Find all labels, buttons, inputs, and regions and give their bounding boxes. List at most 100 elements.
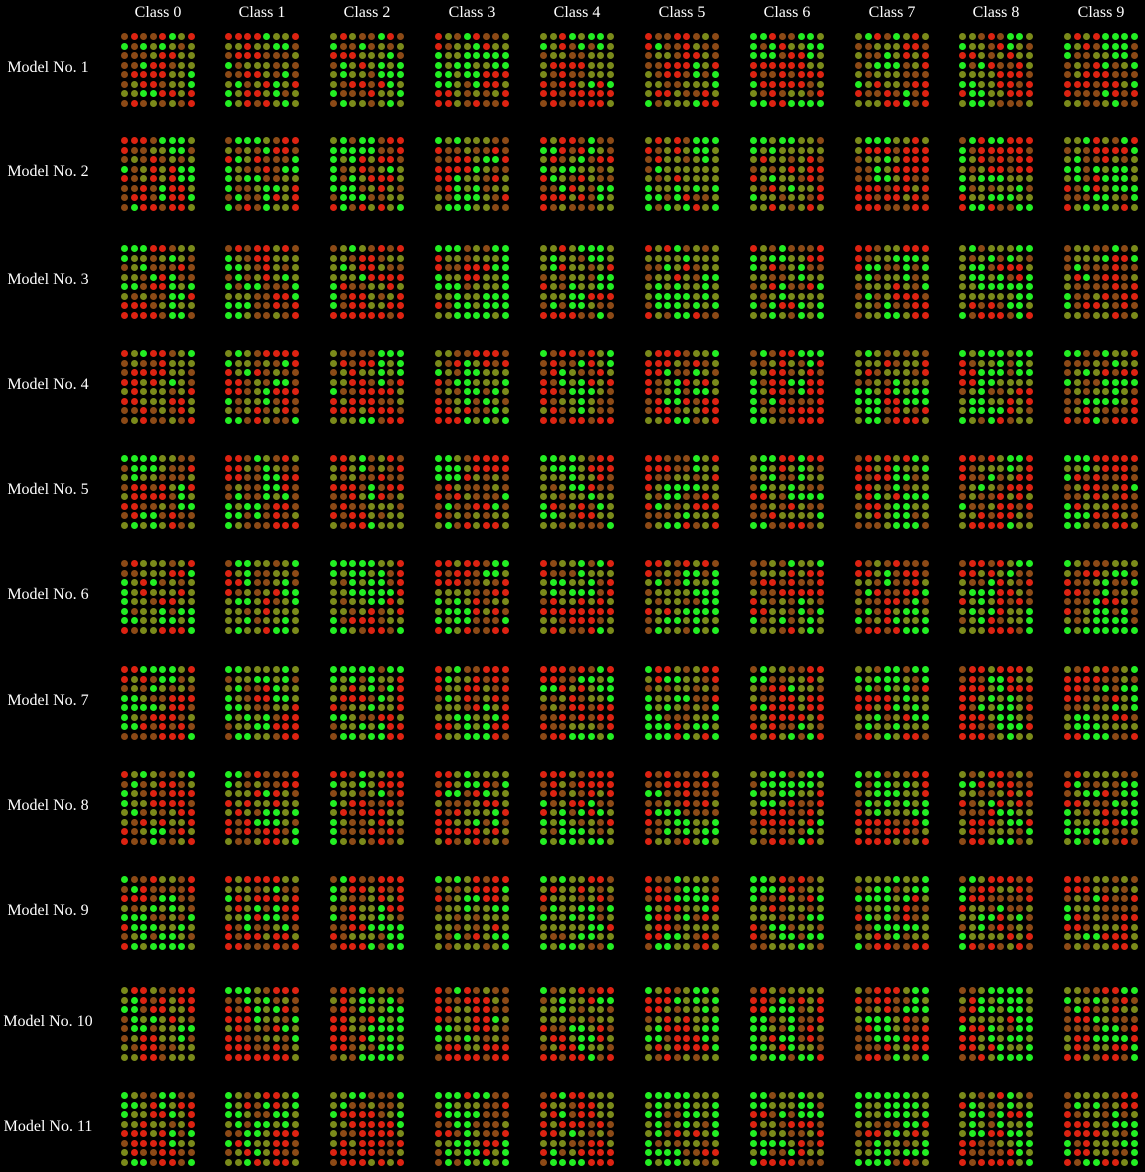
cell-dot (750, 397, 758, 405)
cell-dot (568, 704, 576, 712)
cell-dot (1121, 194, 1129, 202)
cell-dot (578, 828, 586, 836)
cell-dot (959, 598, 967, 606)
cell-dot (330, 607, 338, 615)
cell-dot (759, 809, 767, 817)
cell-dot (234, 809, 242, 817)
cell-dot (282, 254, 290, 262)
cell-dot (606, 837, 614, 845)
cell-dot (330, 818, 338, 826)
cell-dot (473, 799, 481, 807)
cell-dot (1016, 61, 1024, 69)
cell-dot (263, 388, 271, 396)
cell-dot (587, 607, 595, 615)
panel-model-2-class-6 (749, 136, 825, 212)
cell-dot (968, 685, 976, 693)
cell-dot (606, 42, 614, 50)
cell-dot (855, 598, 863, 606)
cell-dot (797, 771, 805, 779)
cell-dot (645, 175, 653, 183)
cell-dot (473, 99, 481, 107)
cell-dot (368, 502, 376, 510)
cell-dot (540, 818, 548, 826)
cell-dot (778, 99, 786, 107)
cell-dot (788, 273, 796, 281)
cell-dot (282, 780, 290, 788)
cell-dot (454, 146, 462, 154)
cell-dot (1006, 61, 1014, 69)
cell-dot (912, 675, 920, 683)
cell-dot (654, 464, 662, 472)
cell-dot (263, 512, 271, 520)
cell-dot (1064, 42, 1072, 50)
cell-dot (864, 359, 872, 367)
cell-dot (912, 264, 920, 272)
cell-dot (454, 80, 462, 88)
cell-dot (559, 42, 567, 50)
cell-dot (244, 704, 252, 712)
cell-dot (654, 617, 662, 625)
cell-dot (159, 283, 167, 291)
cell-dot (149, 588, 157, 596)
cell-dot (1025, 626, 1033, 634)
cell-dot (1121, 369, 1129, 377)
cell-dot (778, 704, 786, 712)
cell-dot (807, 156, 815, 164)
cell-dot (902, 264, 910, 272)
cell-dot (291, 732, 299, 740)
cell-dot (1092, 42, 1100, 50)
cell-dot (1006, 685, 1014, 693)
cell-dot (435, 598, 443, 606)
cell-dot (454, 809, 462, 817)
cell-dot (225, 521, 233, 529)
cell-dot (1073, 732, 1081, 740)
cell-dot (1073, 569, 1081, 577)
cell-dot (454, 194, 462, 202)
cell-dot (130, 273, 138, 281)
cell-dot (368, 579, 376, 587)
cell-dot (645, 52, 653, 60)
cell-dot (482, 502, 490, 510)
cell-dot (1092, 359, 1100, 367)
cell-dot (1130, 512, 1138, 520)
cell-dot (339, 311, 347, 319)
cell-dot (272, 818, 280, 826)
cell-dot (1025, 713, 1033, 721)
cell-dot (187, 283, 195, 291)
cell-dot (244, 455, 252, 463)
cell-dot (702, 397, 710, 405)
cell-dot (978, 617, 986, 625)
cell-dot (140, 311, 148, 319)
cell-dot (683, 264, 691, 272)
cell-dot (1073, 264, 1081, 272)
cell-dot (997, 512, 1005, 520)
cell-dot (396, 483, 404, 491)
cell-dot (263, 521, 271, 529)
cell-dot (978, 732, 986, 740)
cell-dot (769, 799, 777, 807)
cell-dot (349, 512, 357, 520)
cell-dot (606, 579, 614, 587)
cell-dot (1064, 369, 1072, 377)
cell-dot (1025, 388, 1033, 396)
cell-dot (121, 184, 129, 192)
cell-dot (330, 184, 338, 192)
cell-dot (807, 799, 815, 807)
cell-dot (606, 732, 614, 740)
cell-dot (664, 666, 672, 674)
panel-model-1-class-0 (120, 32, 196, 108)
cell-dot (473, 780, 481, 788)
cell-dot (559, 264, 567, 272)
cell-dot (178, 780, 186, 788)
cell-dot (797, 52, 805, 60)
cell-dot (797, 790, 805, 798)
cell-dot (692, 799, 700, 807)
cell-dot (587, 156, 595, 164)
cell-dot (473, 493, 481, 501)
cell-dot (578, 71, 586, 79)
cell-dot (968, 407, 976, 415)
cell-dot (559, 521, 567, 529)
cell-dot (492, 780, 500, 788)
cell-dot (368, 311, 376, 319)
cell-dot (902, 626, 910, 634)
